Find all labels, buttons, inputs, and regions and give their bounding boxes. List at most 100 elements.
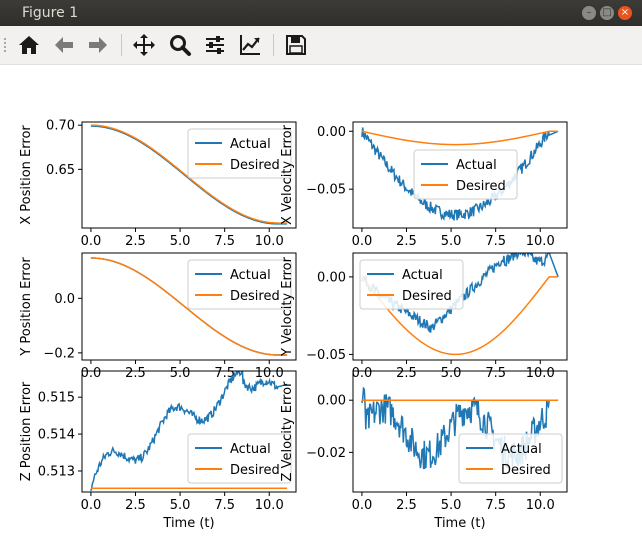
x-tick-label: 5.0 <box>170 498 191 513</box>
series-line-desired <box>361 130 559 146</box>
close-icon[interactable]: × <box>618 6 632 20</box>
series-line-actual <box>361 127 559 221</box>
y-axis-label: Y Position Error <box>19 257 34 357</box>
subplot-6: 0.0 2.5 5.0 7.5 10.0 0.00 −0.02 Z Velocity Erro… <box>280 370 568 531</box>
back-arrow-icon <box>55 37 73 53</box>
x-tick-label: 2.5 <box>396 366 417 381</box>
x-axis-label: Time (t) <box>433 516 485 531</box>
subplot-3: 0.0 2.5 5.0 7.5 10.0 0.0 −0.2 Y Position Error A… <box>19 252 297 381</box>
minimize-icon[interactable]: – <box>582 6 596 20</box>
window-title: Figure 1 <box>22 5 79 21</box>
x-tick-label: 5.0 <box>170 366 191 381</box>
x-tick-label: 5.0 <box>441 234 462 249</box>
maximize-icon[interactable]: □ <box>600 6 614 20</box>
legend-label-desired: Desired <box>456 179 506 194</box>
subplot-2: 0.0 2.5 5.0 7.5 10.0 0.00 −0.05 X Velocity Erro… <box>280 121 568 249</box>
legend: Actual Desired <box>187 433 292 484</box>
x-tick-label: 10.0 <box>526 366 555 381</box>
legend: Actual Desired <box>458 433 563 484</box>
zoom-icon <box>170 35 191 56</box>
x-tick-label: 0.0 <box>352 498 373 513</box>
legend: Actual Desired <box>359 259 464 310</box>
legend-box <box>458 433 563 484</box>
x-tick-label: 0.0 <box>352 234 373 249</box>
x-tick-label: 10.0 <box>526 498 555 513</box>
subplot-1: 0.0 2.5 5.0 7.5 10.0 0.70 0.65 X Position Error… <box>19 119 297 249</box>
legend-box <box>187 128 292 179</box>
legend-box <box>359 259 464 310</box>
axes-frame <box>81 252 297 361</box>
legend-box <box>187 259 292 310</box>
x-tick-label: 10.0 <box>255 498 284 513</box>
legend-label-actual: Actual <box>230 268 271 283</box>
y-tick-label: −0.2 <box>43 346 75 361</box>
y-axis-label: Z Position Error <box>19 381 34 481</box>
legend-label-actual: Actual <box>402 268 443 283</box>
toolbar-separator <box>273 34 274 56</box>
x-tick-label: 5.0 <box>441 498 462 513</box>
y-tick-label: 0.70 <box>46 119 75 134</box>
legend-label-actual: Actual <box>230 442 271 457</box>
x-tick-label: 7.5 <box>485 234 506 249</box>
y-tick-label: −0.02 <box>306 446 346 461</box>
legend-label-actual: Actual <box>501 442 542 457</box>
figure-svg: 0.0 2.5 5.0 7.5 10.0 0.70 0.65 X Position Error… <box>19 119 568 531</box>
x-tick-label: 7.5 <box>214 498 235 513</box>
legend-label-desired: Desired <box>230 289 280 304</box>
edit-axis-button[interactable] <box>238 33 262 57</box>
home-icon <box>19 36 39 54</box>
subplot-4: 0.0 2.5 5.0 7.5 10.0 0.00 −0.05 Y Velocity Erro… <box>280 252 568 381</box>
y-tick-label: 0.00 <box>317 270 346 285</box>
y-tick-label: 0.00 <box>317 394 346 409</box>
x-tick-label: 2.5 <box>125 234 146 249</box>
axes-frame <box>352 121 568 229</box>
legend-label-actual: Actual <box>456 158 497 173</box>
y-axis-label: X Velocity Error <box>280 124 295 225</box>
toolbar-grip[interactable] <box>4 38 9 52</box>
x-tick-label: 0.0 <box>81 366 102 381</box>
series-line-desired <box>90 257 288 356</box>
x-tick-label: 2.5 <box>125 366 146 381</box>
y-tick-label: −0.05 <box>306 348 346 363</box>
x-tick-label: 7.5 <box>214 234 235 249</box>
x-tick-label: 10.0 <box>255 366 284 381</box>
figure-canvas[interactable]: 0.0 2.5 5.0 7.5 10.0 0.70 0.65 X Position Error… <box>0 65 642 548</box>
home-button[interactable] <box>17 33 41 57</box>
x-tick-label: 0.0 <box>81 234 102 249</box>
legend: Actual Desired <box>187 128 292 179</box>
subplots-config-icon <box>206 36 224 54</box>
legend-box <box>187 433 292 484</box>
legend: Actual Desired <box>413 149 518 200</box>
pan-icon <box>133 34 155 56</box>
axes-frame <box>352 252 568 361</box>
subplots-config-button[interactable] <box>203 33 227 57</box>
series-line-desired <box>361 276 559 356</box>
legend-label-desired: Desired <box>501 463 551 478</box>
x-tick-label: 10.0 <box>255 234 284 249</box>
y-tick-label: 0.00 <box>317 125 346 140</box>
legend-label-desired: Desired <box>402 289 452 304</box>
forward-button[interactable] <box>86 33 110 57</box>
subplot-5: 0.0 2.5 5.0 7.5 10.0 0.515 0.514 0.513 Z Positio… <box>19 370 297 531</box>
x-tick-label: 10.0 <box>526 234 555 249</box>
zoom-button[interactable] <box>168 33 192 57</box>
y-tick-label: 0.514 <box>38 428 75 443</box>
legend-label-desired: Desired <box>230 463 280 478</box>
y-tick-label: 0.513 <box>38 464 75 479</box>
y-axis-label: X Position Error <box>19 125 34 225</box>
legend-label-desired: Desired <box>230 158 280 173</box>
window-titlebar: Figure 1 – □ × <box>0 0 642 26</box>
y-tick-label: −0.05 <box>306 183 346 198</box>
x-tick-label: 7.5 <box>214 366 235 381</box>
x-axis-label: Time (t) <box>162 516 214 531</box>
x-tick-label: 2.5 <box>396 234 417 249</box>
x-tick-label: 2.5 <box>125 498 146 513</box>
axes-frame <box>352 370 568 493</box>
x-tick-label: 7.5 <box>485 366 506 381</box>
x-tick-label: 7.5 <box>485 498 506 513</box>
save-button[interactable] <box>284 33 308 57</box>
pan-button[interactable] <box>132 33 156 57</box>
y-tick-label: 0.515 <box>38 391 75 406</box>
axes-frame <box>81 370 297 493</box>
back-button[interactable] <box>52 33 76 57</box>
